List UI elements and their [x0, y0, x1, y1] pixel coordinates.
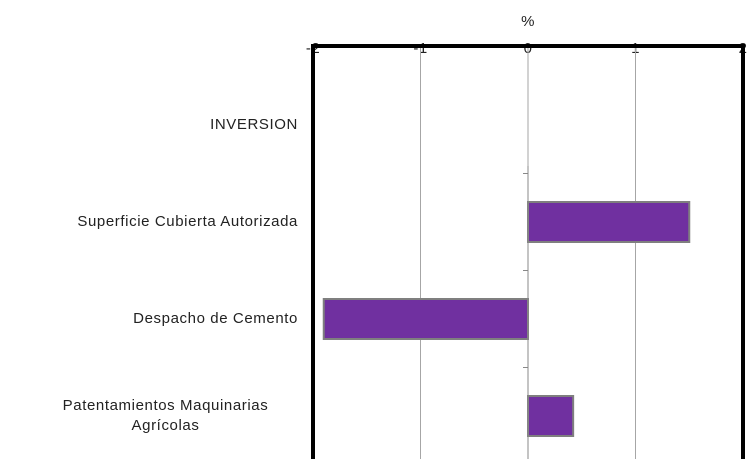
y-tick-label: Despacho de Cemento — [133, 310, 298, 327]
y-tick-label: Superficie Cubierta Autorizada — [77, 213, 298, 230]
y-tick-label: Patentamientos Maquinarias Agrícolas — [62, 397, 269, 434]
bar — [527, 395, 575, 437]
category-label-box: Superficie Cubierta Autorizada — [77, 212, 298, 232]
category-label-box: Patentamientos Maquinarias Agrícolas — [33, 396, 298, 436]
bar — [527, 201, 691, 243]
category-label-box: Despacho de Cemento — [133, 309, 298, 329]
y-tick-label: INVERSION — [210, 116, 298, 133]
bar — [322, 298, 529, 340]
axis-label: % — [521, 13, 535, 30]
category-label-box: INVERSION — [210, 115, 298, 135]
